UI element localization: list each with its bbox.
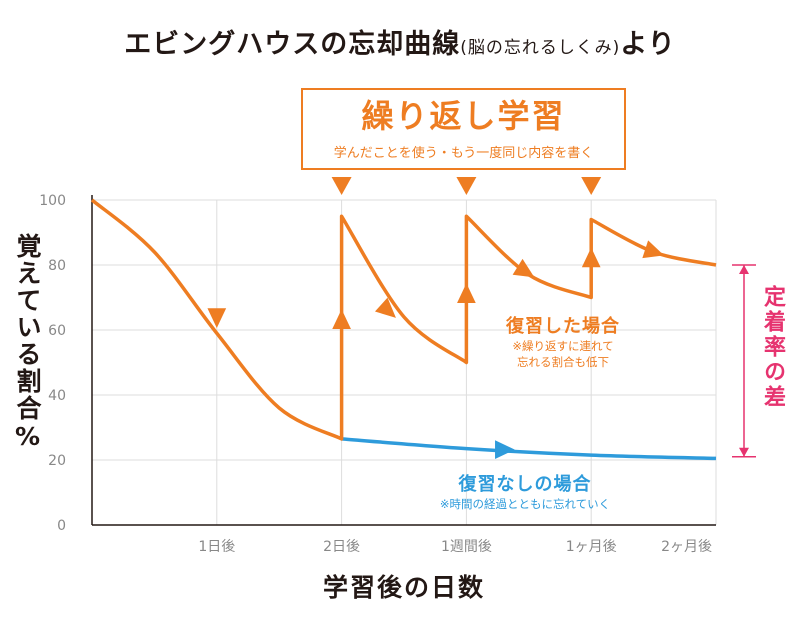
forgetting-arrow bbox=[374, 297, 396, 318]
review-up-arrow bbox=[581, 247, 601, 268]
review-note-line2: 忘れる割合も低下 bbox=[517, 355, 609, 369]
review-marker-triangle bbox=[581, 177, 602, 195]
forgetting-arrow bbox=[642, 240, 665, 259]
retention-difference-label: 定着率の差 bbox=[760, 285, 785, 410]
y-tick-label: 60 bbox=[48, 323, 66, 339]
callout-title: 繰り返し学習 bbox=[361, 97, 566, 135]
chart-title-source: (脳の忘れるしくみ) bbox=[460, 38, 621, 58]
no-review-arrow bbox=[495, 440, 515, 459]
x-axis-label: 学習後の日数 bbox=[322, 573, 485, 602]
review-note: 復習した場合 ※繰り返すに連れて 忘れる割合も低下 bbox=[478, 312, 648, 370]
repeat-learning-callout: 繰り返し学習 学んだことを使う・もう一度同じ内容を書く bbox=[301, 88, 626, 170]
y-tick-label: 80 bbox=[48, 258, 66, 274]
review-up-arrow bbox=[332, 309, 351, 330]
x-tick-label: 1日後 bbox=[198, 539, 235, 555]
forgetting-arrow bbox=[207, 308, 227, 328]
x-tick-label: 2日後 bbox=[323, 539, 360, 555]
y-tick-label: 20 bbox=[48, 453, 66, 469]
y-tick-label: 100 bbox=[39, 193, 66, 209]
review-series-line bbox=[90, 198, 717, 441]
y-tick-label: 40 bbox=[48, 388, 66, 404]
y-tick-label: 0 bbox=[57, 518, 66, 534]
y-axis-label: 覚えている割合% bbox=[13, 233, 42, 453]
review-up-arrow bbox=[457, 283, 476, 304]
no-review-series-line bbox=[341, 437, 717, 461]
x-tick-label: 1ヶ月後 bbox=[566, 539, 617, 555]
no-review-note-line1: ※時間の経過とともに忘れていく bbox=[439, 497, 611, 511]
x-tick-label: 2ヶ月後 bbox=[661, 539, 712, 555]
chart-title: エビングハウスの忘却曲線(脳の忘れるしくみ)より bbox=[0, 22, 800, 61]
review-marker-triangle bbox=[331, 177, 352, 195]
review-marker-triangle bbox=[456, 177, 477, 195]
no-review-note: 復習なしの場合 ※時間の経過とともに忘れていく bbox=[410, 470, 640, 512]
chart-title-suffix: より bbox=[620, 29, 676, 60]
review-note-head: 復習した場合 bbox=[506, 316, 620, 337]
difference-arrowhead-top bbox=[739, 265, 749, 274]
review-note-line1: ※繰り返すに連れて bbox=[512, 339, 614, 353]
chart-title-main: エビングハウスの忘却曲線 bbox=[124, 29, 461, 60]
x-tick-label: 1週間後 bbox=[441, 539, 492, 555]
no-review-note-head: 復習なしの場合 bbox=[458, 474, 592, 495]
callout-subtitle: 学んだことを使う・もう一度同じ内容を書く bbox=[333, 146, 594, 161]
forgetting-arrow bbox=[512, 258, 535, 278]
difference-arrowhead-bottom bbox=[739, 447, 749, 457]
